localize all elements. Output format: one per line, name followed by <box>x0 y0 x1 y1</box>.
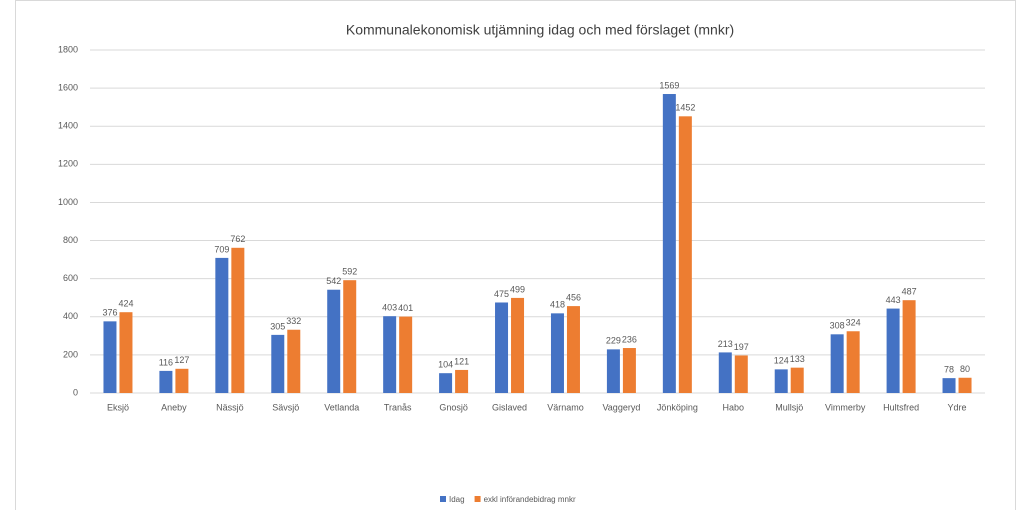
bar <box>734 355 748 393</box>
x-tick-label: Vimmerby <box>825 402 866 412</box>
legend-swatch <box>474 496 481 502</box>
bar <box>159 370 173 393</box>
data-label: 542 <box>326 276 341 286</box>
bar <box>495 302 509 393</box>
bar <box>942 378 956 393</box>
data-label: 332 <box>286 316 301 326</box>
y-tick-label: 200 <box>63 349 78 359</box>
x-tick-label: Gnosjö <box>439 402 468 412</box>
data-label: 133 <box>790 354 805 364</box>
y-tick-label: 1800 <box>58 44 78 54</box>
bar <box>175 368 189 393</box>
data-label: 308 <box>830 321 845 331</box>
x-tick-label: Värnamo <box>547 402 584 412</box>
y-tick-label: 1000 <box>58 197 78 207</box>
data-label: 403 <box>382 303 397 313</box>
data-label: 124 <box>774 356 789 366</box>
x-tick-label: Vaggeryd <box>602 402 640 412</box>
x-tick-label: Ydre <box>948 402 967 412</box>
bar <box>231 247 245 393</box>
bar <box>830 334 844 393</box>
data-label: 229 <box>606 336 621 346</box>
legend-label: Idag <box>449 495 465 504</box>
bar <box>958 377 972 393</box>
x-tick-label: Tranås <box>384 402 412 412</box>
data-label: 592 <box>342 267 357 277</box>
bar <box>511 297 525 393</box>
y-tick-label: 1200 <box>58 159 78 169</box>
bar <box>846 331 860 393</box>
bar <box>287 329 301 393</box>
data-label: 475 <box>494 289 509 299</box>
legend-swatch <box>440 496 446 502</box>
data-label: 1452 <box>675 103 695 113</box>
bar <box>271 334 285 393</box>
y-tick-label: 1400 <box>58 121 78 131</box>
data-label: 197 <box>734 342 749 352</box>
x-tick-label: Mullsjö <box>775 402 803 412</box>
chart-frame <box>15 0 1016 510</box>
data-label: 116 <box>159 357 173 367</box>
bar <box>455 369 469 393</box>
y-tick-label: 400 <box>63 311 78 321</box>
x-tick-label: Gislaved <box>492 402 527 412</box>
bar <box>439 373 453 393</box>
bar <box>886 308 900 393</box>
bar <box>550 313 564 393</box>
bar <box>327 289 341 393</box>
data-label: 236 <box>622 334 637 344</box>
data-label: 762 <box>230 234 245 244</box>
x-tick-label: Eksjö <box>107 402 129 412</box>
data-label: 424 <box>118 299 133 309</box>
legend-label: exkl införandebidrag mnkr <box>484 495 576 504</box>
bar <box>119 312 133 393</box>
bar <box>383 316 397 393</box>
bar <box>606 349 620 393</box>
y-tick-label: 1600 <box>58 82 78 92</box>
chart-title: Kommunalekonomisk utjämning idag och med… <box>346 22 734 38</box>
data-label: 487 <box>902 287 917 297</box>
bar <box>399 316 413 393</box>
x-tick-label: Nässjö <box>216 402 244 412</box>
x-tick-label: Jönköping <box>657 402 698 412</box>
data-label: 324 <box>846 318 861 328</box>
data-label: 127 <box>174 355 189 365</box>
bar <box>774 369 788 393</box>
bar <box>566 306 580 393</box>
data-label: 443 <box>886 295 901 305</box>
bar <box>790 367 804 393</box>
data-label: 401 <box>398 303 413 313</box>
y-tick-label: 800 <box>63 235 78 245</box>
x-tick-label: Sävsjö <box>272 402 299 412</box>
data-label: 104 <box>438 360 453 370</box>
y-tick-label: 600 <box>63 273 78 283</box>
bar <box>103 321 117 393</box>
data-label: 499 <box>510 284 525 294</box>
data-label: 418 <box>550 300 565 310</box>
data-label: 1569 <box>659 80 679 90</box>
data-label: 456 <box>566 292 581 302</box>
bar <box>718 352 732 393</box>
x-tick-label: Aneby <box>161 402 187 412</box>
bar <box>678 116 692 394</box>
x-tick-label: Habo <box>723 402 745 412</box>
bar <box>902 300 916 393</box>
data-label: 709 <box>214 244 229 254</box>
y-tick-label: 0 <box>73 387 78 397</box>
bar <box>622 348 636 393</box>
data-label: 213 <box>718 339 733 349</box>
data-label: 78 <box>944 365 954 375</box>
x-tick-label: Vetlanda <box>324 402 359 412</box>
data-label: 80 <box>960 364 970 374</box>
bar <box>343 280 357 393</box>
bar <box>662 94 676 393</box>
x-tick-label: Hultsfred <box>883 402 919 412</box>
data-label: 376 <box>102 308 117 318</box>
data-label: 305 <box>270 321 285 331</box>
bar <box>215 257 229 393</box>
data-label: 121 <box>454 356 469 366</box>
